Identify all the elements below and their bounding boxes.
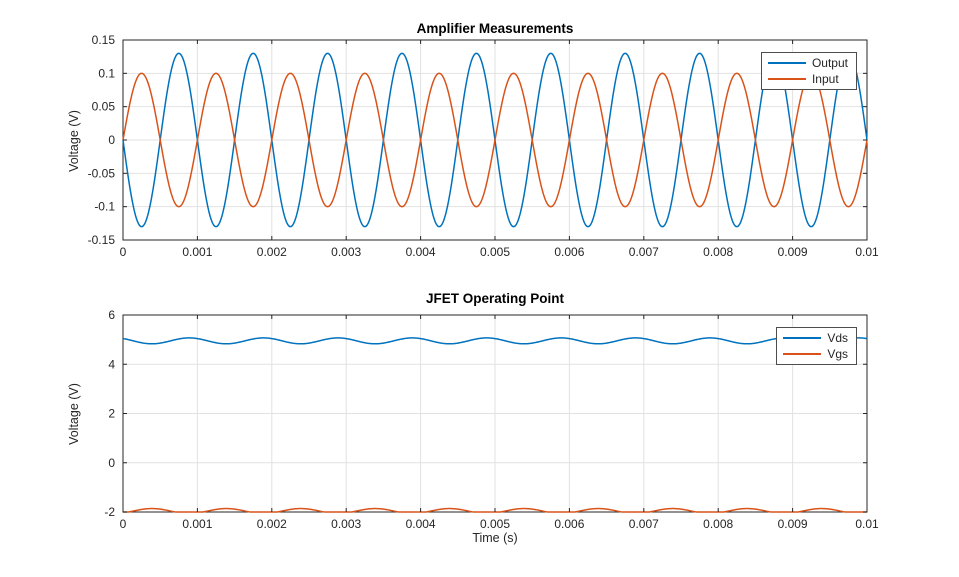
- y-tick-label: 0: [108, 133, 115, 147]
- x-tick-label: 0.01: [855, 245, 879, 259]
- y-tick-label: -0.05: [88, 166, 116, 180]
- x-tick-label: 0.001: [182, 245, 212, 259]
- legend-label: Vds: [827, 331, 848, 345]
- x-tick-label: 0.001: [182, 517, 212, 531]
- x-tick-label: 0.004: [406, 517, 436, 531]
- series-line-input: [122, 72, 868, 208]
- x-tick-label: 0.002: [257, 245, 287, 259]
- legend-jfet[interactable]: Vds Vgs: [776, 327, 857, 365]
- x-tick-label: 0.006: [554, 517, 584, 531]
- legend-amplifier[interactable]: Output Input: [760, 52, 857, 90]
- x-tick-label: 0: [120, 245, 127, 259]
- legend-line-sample: [767, 78, 806, 80]
- chart-title-jfet-operating-point: JFET Operating Point: [425, 291, 564, 306]
- y-tick-label: 2: [108, 407, 115, 421]
- x-tick-label: 0.003: [331, 245, 361, 259]
- x-tick-label: 0: [120, 517, 127, 531]
- legend-item-input[interactable]: Input: [767, 72, 848, 86]
- x-tick-label: 0.005: [480, 517, 510, 531]
- legend-label: Input: [811, 72, 839, 86]
- x-tick-label: 0.008: [703, 245, 733, 259]
- x-tick-label: 0.009: [778, 245, 808, 259]
- y-tick-label: 0.1: [98, 66, 115, 80]
- chart-title-amplifier-measurements: Amplifier Measurements: [416, 21, 574, 36]
- legend-line-sample: [783, 337, 822, 339]
- jfet-operating-point-plot: 0 0.001 0.002 0.003 0.004 0.005 0.006 0.007 0.00…: [104, 308, 879, 531]
- legend-item-vgs[interactable]: Vgs: [783, 348, 848, 360]
- series-line-vds: [122, 337, 868, 345]
- x-tick-label: 0.007: [629, 517, 659, 531]
- legend-item-output[interactable]: Output: [767, 56, 848, 70]
- y-tick-label: 0.15: [92, 33, 116, 47]
- x-tick-label: 0.003: [331, 517, 361, 531]
- x-tick-label: 0.005: [480, 245, 510, 259]
- y-tick-label: 0: [108, 456, 115, 470]
- y-tick-label: 0.05: [92, 100, 116, 114]
- legend-label: Output: [811, 56, 848, 70]
- x-tick-label: 0.004: [406, 245, 436, 259]
- x-tick-label: 0.007: [629, 245, 659, 259]
- x-axis-label-time: Time (s): [472, 531, 518, 545]
- y-tick-label: -0.1: [94, 200, 115, 214]
- x-tick-label: 0.009: [778, 517, 808, 531]
- x-tick-label: 0.002: [257, 517, 287, 531]
- legend-line-sample: [767, 62, 806, 64]
- legend-item-vds[interactable]: Vds: [783, 332, 848, 344]
- legend-line-sample: [783, 353, 822, 355]
- x-tick-label: 0.008: [703, 517, 733, 531]
- y-tick-label: -2: [104, 505, 115, 519]
- amplifier-measurements-plot: 0 0.001 0.002 0.003 0.004 0.005 0.006 0.007 0.00…: [88, 33, 879, 259]
- x-tick-label: 0.01: [855, 517, 879, 531]
- x-tick-label: 0.006: [554, 245, 584, 259]
- legend-label: Vgs: [827, 347, 848, 361]
- y-tick-label: 4: [108, 357, 115, 371]
- y-tick-label: 6: [108, 308, 115, 322]
- y-tick-label: -0.15: [88, 233, 116, 247]
